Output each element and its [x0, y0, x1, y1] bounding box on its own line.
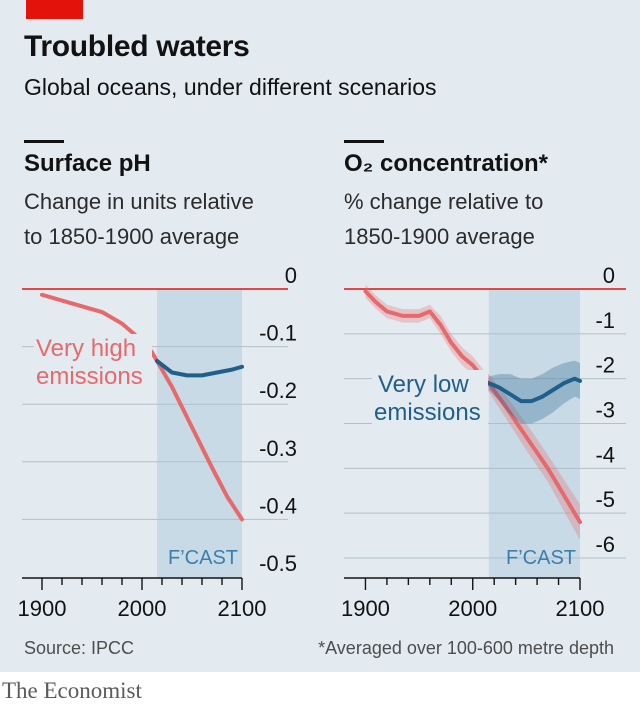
forecast-label-o2: F’CAST [506, 547, 576, 569]
x-tick-label-o2: 1900 [341, 596, 390, 621]
y-tick-label-ph: 0 [285, 263, 297, 288]
y-tick-label-o2: -6 [595, 532, 615, 557]
y-tick-label-ph: -0.1 [259, 321, 297, 346]
series-line-ph-very-low-emissions [155, 359, 244, 378]
y-tick-label-o2: -3 [595, 398, 615, 423]
series-line-o2-very-low-emissions [486, 376, 582, 404]
y-tick-label-ph: -0.4 [259, 493, 297, 518]
panel-subtitle-ph-2: to 1850-1900 average [24, 224, 240, 249]
x-tick-label-ph: 2100 [218, 596, 267, 621]
footnote: *Averaged over 100-600 metre depth [318, 638, 614, 658]
series-line-o2-very-high-emissions [363, 289, 582, 525]
source-note: Source: IPCC [24, 638, 135, 658]
series-label-very-low-1: Very low [378, 371, 469, 398]
series-label-very-high-1: Very high [36, 335, 136, 362]
forecast-band-o2 [488, 289, 580, 578]
panel-title-ph: Surface pH [24, 150, 151, 177]
x-tick-label-o2: 2000 [448, 596, 497, 621]
chart-title: Troubled waters [24, 30, 250, 63]
y-tick-label-ph: -0.3 [259, 436, 297, 461]
y-tick-label-o2: -2 [595, 353, 615, 378]
panel-subtitle-o2-2: 1850-1900 average [344, 224, 535, 249]
panel-title-o2: O₂ concentration* [344, 150, 549, 177]
y-tick-label-ph: -0.5 [259, 551, 297, 576]
series-label-very-high-2: emissions [36, 363, 143, 390]
panel-subtitle-ph-1: Change in units relative [24, 189, 254, 214]
forecast-band-ph [157, 289, 242, 578]
y-tick-label-o2: -5 [595, 487, 615, 512]
series-label-very-low-2: emissions [374, 399, 481, 426]
y-tick-label-o2: -1 [595, 308, 615, 333]
y-tick-label-o2: -4 [595, 442, 615, 467]
x-tick-label-ph: 1900 [18, 596, 67, 621]
forecast-label-ph: F’CAST [168, 547, 238, 569]
y-tick-label-o2: 0 [603, 263, 615, 288]
panel-rule-right [344, 140, 384, 143]
brand-logo: The Economist [2, 678, 142, 703]
economist-red-tag [26, 0, 83, 19]
y-tick-label-ph: -0.2 [259, 378, 297, 403]
label-halo-low [372, 370, 488, 426]
label-halo-high [34, 334, 152, 392]
x-tick-label-ph: 2000 [118, 596, 167, 621]
uncertainty-band-o2-low [488, 360, 580, 424]
x-tick-label-o2: 2100 [556, 596, 605, 621]
chart-subtitle: Global oceans, under different scenarios [24, 74, 437, 100]
panel-rule-left [24, 140, 64, 143]
panel-subtitle-o2-1: % change relative to [344, 189, 544, 214]
